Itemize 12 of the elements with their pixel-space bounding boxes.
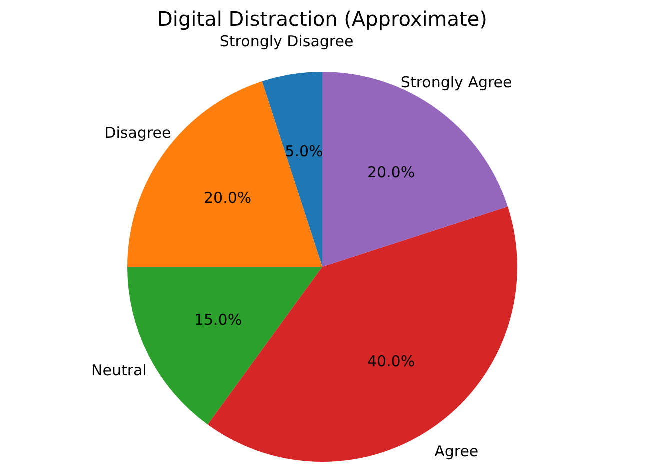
slice-label: Strongly Agree — [400, 73, 512, 92]
chart-title: Digital Distraction (Approximate) — [158, 7, 488, 31]
slice-label: Strongly Disagree — [220, 32, 354, 51]
pie-slice — [262, 72, 322, 267]
data-label: 15.0% — [194, 311, 242, 330]
data-label: 5.0% — [285, 142, 324, 160]
data-label: 40.0% — [367, 352, 416, 371]
slice-label: Neutral — [92, 362, 147, 380]
slice-label: Disagree — [104, 124, 172, 142]
data-label: 20.0% — [204, 189, 252, 208]
slice-label: Agree — [434, 442, 479, 461]
data-label: 20.0% — [367, 163, 416, 182]
